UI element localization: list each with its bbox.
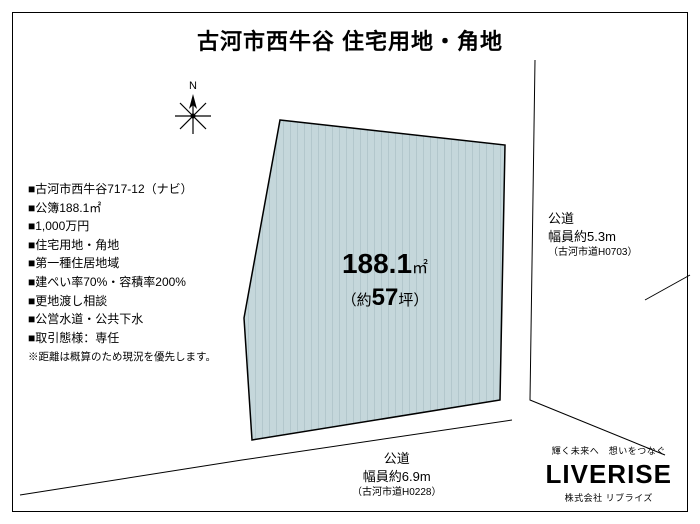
brand-slogan: 輝く未来へ 想いをつなぐ <box>546 444 672 457</box>
detail-item: ■第一種住居地域 <box>28 254 216 273</box>
detail-item: ■建ぺい率70%・容積率200% <box>28 273 216 292</box>
area-tsubo-value: 57 <box>372 284 399 311</box>
road-bottom-sub: （古河市道H0228） <box>352 486 441 500</box>
road-bottom-line2: 幅員約6.9m <box>352 468 441 486</box>
property-details: ■古河市西牛谷717-12（ナビ） ■公簿188.1㎡ ■1,000万円 ■住宅… <box>28 180 216 366</box>
detail-note: ※距離は概算のため現況を優先します。 <box>28 349 216 365</box>
lot-area-text: 188.1㎡ （約57坪） <box>300 248 470 312</box>
compass: N <box>168 80 218 138</box>
detail-item: ■公簿188.1㎡ <box>28 199 216 218</box>
page-title: 古河市西牛谷 住宅用地・角地 <box>0 24 700 56</box>
area-tsubo-prefix: （約 <box>342 292 372 309</box>
area-sqm-value: 188.1 <box>342 248 412 279</box>
brand-block: 輝く未来へ 想いをつなぐ LIVERISE 株式会社 リブライズ <box>546 444 672 504</box>
road-right-sub: （古河市道H0703） <box>548 246 637 260</box>
road-label-right: 公道 幅員約5.3m （古河市道H0703） <box>548 210 637 260</box>
detail-item: ■取引態様：専任 <box>28 329 216 348</box>
area-tsubo-suffix: 坪） <box>398 292 428 309</box>
road-right-line2: 幅員約5.3m <box>548 228 637 246</box>
detail-item: ■更地渡し相談 <box>28 292 216 311</box>
detail-item: ■古河市西牛谷717-12（ナビ） <box>28 180 216 199</box>
detail-item: ■1,000万円 <box>28 217 216 236</box>
area-sqm-unit: ㎡ <box>412 260 428 277</box>
detail-item: ■公営水道・公共下水 <box>28 310 216 329</box>
detail-item: ■住宅用地・角地 <box>28 236 216 255</box>
brand-company: 株式会社 リブライズ <box>546 491 672 504</box>
area-sqm: 188.1㎡ <box>300 248 470 280</box>
compass-north-label: N <box>168 80 218 92</box>
road-label-bottom: 公道 幅員約6.9m （古河市道H0228） <box>352 450 441 500</box>
road-right-line1: 公道 <box>548 210 637 228</box>
road-bottom-line1: 公道 <box>352 450 441 468</box>
brand-logo: LIVERISE <box>546 459 672 490</box>
compass-icon <box>171 94 215 138</box>
area-tsubo: （約57坪） <box>300 284 470 312</box>
